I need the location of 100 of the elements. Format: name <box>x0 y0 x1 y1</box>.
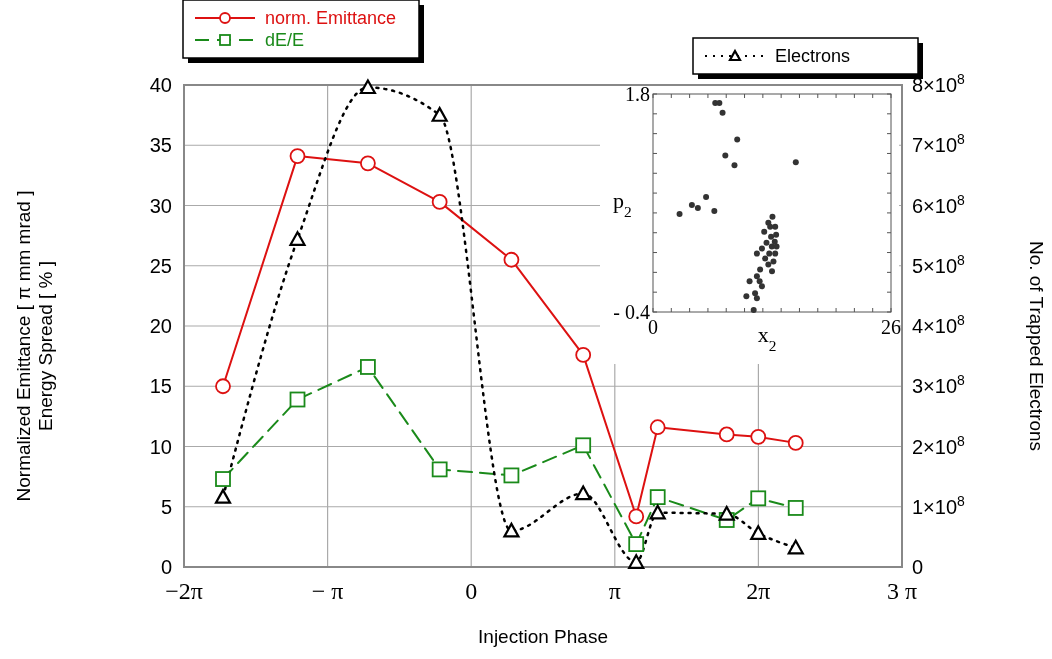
y-axis-title: p$_{2}$ <box>613 188 632 220</box>
y2-tick-label: 2×10$^{8}$ <box>912 432 966 458</box>
point <box>431 107 448 122</box>
point <box>289 231 306 246</box>
point <box>766 250 773 257</box>
point <box>758 283 765 290</box>
point <box>575 485 592 501</box>
point <box>289 148 306 164</box>
x-tick-label: 26 <box>881 316 901 338</box>
y2-tick-label: 5×10$^{8}$ <box>912 251 966 277</box>
point <box>503 522 520 538</box>
y-tick-label: 30 <box>149 194 172 217</box>
y2-tick-label: 6×10$^{8}$ <box>912 191 966 217</box>
point <box>762 255 769 262</box>
point <box>718 505 735 521</box>
point <box>770 258 777 265</box>
point <box>750 490 767 507</box>
point <box>767 223 774 230</box>
y2-tick-label: 1×10$^{8}$ <box>912 492 966 518</box>
point <box>787 500 804 516</box>
y-tick-label: 20 <box>149 315 172 337</box>
y-tick-label: 10 <box>149 435 172 458</box>
point <box>769 268 775 275</box>
x-axis-title: Injection Phase <box>478 626 608 647</box>
point <box>753 273 760 280</box>
point <box>628 554 645 569</box>
x-tick-label: 0 <box>465 578 478 604</box>
point <box>743 293 750 300</box>
point <box>753 250 760 257</box>
y-tick-label: 25 <box>149 254 172 277</box>
point <box>289 391 306 408</box>
point <box>773 231 780 238</box>
point <box>431 193 448 210</box>
point <box>758 245 765 252</box>
point <box>359 79 376 95</box>
point <box>628 508 645 525</box>
legend-label: dE/E <box>265 30 305 50</box>
point <box>649 504 666 520</box>
point <box>768 243 775 250</box>
point <box>750 307 757 314</box>
point <box>503 467 520 484</box>
point <box>769 213 776 220</box>
point <box>768 233 775 240</box>
point <box>757 266 764 273</box>
y2-tick-label: 0 <box>912 556 924 578</box>
y-tick-label: 40 <box>149 74 172 96</box>
point <box>734 136 741 143</box>
point <box>761 228 768 235</box>
point <box>694 204 701 211</box>
point <box>772 250 779 257</box>
x-tick-label: 2π <box>746 578 771 604</box>
point <box>787 434 804 451</box>
legend-label: norm. Emittance <box>265 8 397 28</box>
point <box>716 99 723 106</box>
point <box>360 155 376 172</box>
point <box>215 471 231 487</box>
x-tick-label: 3 π <box>886 578 918 604</box>
point <box>718 426 735 443</box>
y2-tick-label: 4×10$^{8}$ <box>912 312 966 337</box>
x-tick-label: − π <box>311 578 344 604</box>
x-tick-label: −2π <box>165 578 203 604</box>
point <box>360 359 376 375</box>
y-axis-title: Normalized Emittance [ π mm mrad ] Energy Spread [ % ] <box>13 190 56 502</box>
point <box>792 159 799 166</box>
point <box>722 152 729 159</box>
x-tick-label: π <box>608 578 621 604</box>
point <box>688 201 695 208</box>
point <box>575 437 592 454</box>
y-tick-label: 0 <box>160 556 172 578</box>
point <box>676 210 683 217</box>
point <box>750 428 767 445</box>
point <box>763 239 770 246</box>
point <box>575 347 592 363</box>
point <box>772 223 779 230</box>
y-tick-label: 5 <box>160 495 172 518</box>
point <box>731 162 738 169</box>
y-tick-label: 15 <box>149 375 172 398</box>
point <box>649 419 666 436</box>
point <box>431 461 448 478</box>
x-axis-title: x$_{2}$ <box>757 322 777 354</box>
point <box>750 525 767 540</box>
point <box>765 261 772 268</box>
point <box>703 194 710 201</box>
point <box>628 536 645 553</box>
point <box>746 278 753 285</box>
point <box>753 295 760 302</box>
y-tick-label: 1.8 <box>625 83 650 105</box>
point <box>752 290 759 297</box>
point <box>214 489 232 504</box>
y2-axis-title: No. of Trapped Electrons <box>1026 240 1047 452</box>
point <box>215 378 231 395</box>
point <box>787 539 804 555</box>
y-tick-label: - 0.4 <box>613 301 650 323</box>
point <box>649 489 666 506</box>
point <box>503 251 520 268</box>
legend-label: Electrons <box>775 46 851 66</box>
y-tick-label: 35 <box>149 134 172 157</box>
point <box>711 207 718 214</box>
point <box>771 238 778 245</box>
y2-tick-label: 3×10$^{8}$ <box>912 372 966 398</box>
